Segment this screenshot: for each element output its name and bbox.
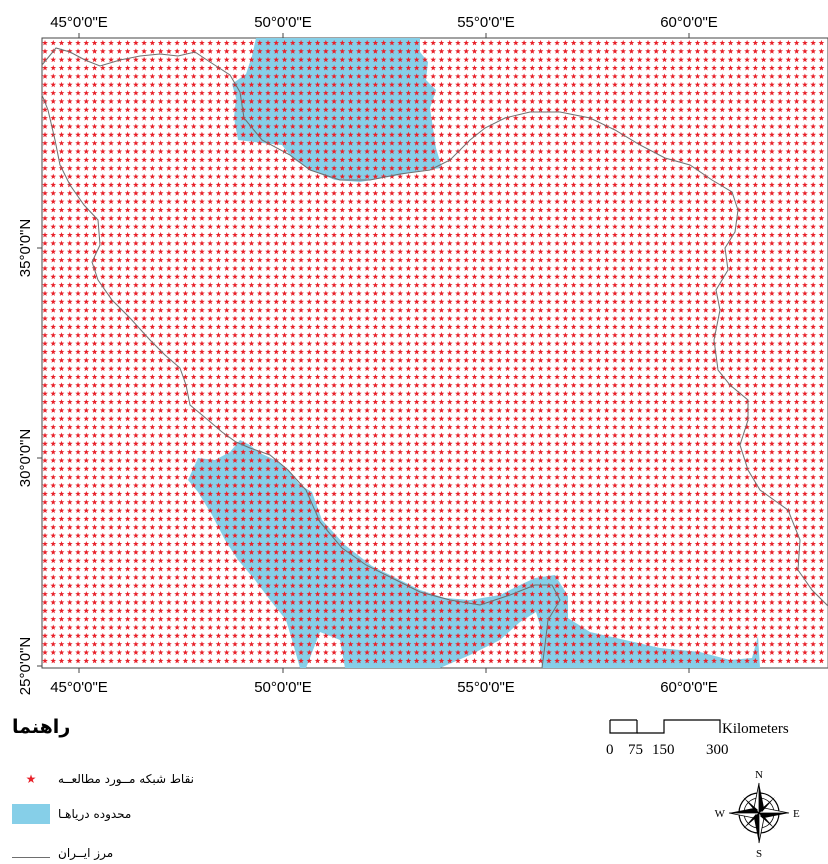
east-label: E	[793, 808, 800, 820]
legend-item-border: مرز ایــران	[12, 842, 113, 864]
scale-label: 75	[628, 742, 643, 758]
lon-label-bottom: 50°0'0"E	[254, 679, 312, 696]
north-label: N	[755, 769, 763, 781]
legend-label: محدوده دریاهـا	[58, 807, 132, 821]
legend-label: نقاط شبکه مــورد مطالعــه	[58, 772, 194, 786]
lat-label: 35°0'0"N	[17, 219, 34, 277]
lon-label-bottom: 55°0'0"E	[457, 679, 515, 696]
lon-label-bottom: 60°0'0"E	[660, 679, 718, 696]
scale-label: 0	[606, 742, 614, 758]
lat-label: 25°0'0"N	[17, 637, 34, 695]
lon-label-bottom: 45°0'0"E	[50, 679, 108, 696]
top-axis	[78, 33, 690, 38]
scale-label: 300	[706, 742, 729, 758]
lon-label-top: 55°0'0"E	[457, 14, 515, 31]
legend-title: راهنما	[12, 716, 71, 738]
lon-label-top: 60°0'0"E	[660, 14, 718, 31]
bottom-axis	[78, 668, 690, 673]
scale-label: 150	[652, 742, 675, 758]
west-label: W	[715, 808, 726, 820]
legend-label: مرز ایــران	[58, 846, 114, 860]
scale-units: Kilometers	[722, 721, 789, 737]
iran-border	[41, 47, 828, 669]
lon-label-top: 45°0'0"E	[50, 14, 108, 31]
north-arrow-icon: N S E W	[715, 769, 800, 859]
persian-gulf	[188, 440, 760, 668]
lat-label: 30°0'0"N	[17, 429, 34, 487]
star-icon: ★	[25, 772, 37, 786]
study-grid-points	[42, 40, 825, 664]
scale-bar	[609, 719, 721, 734]
border-line-icon	[12, 856, 50, 858]
south-label: S	[756, 848, 762, 859]
legend-item-seas: محدوده دریاهـا	[12, 803, 131, 825]
legend-item-grid-points: ★ نقاط شبکه مــورد مطالعــه	[12, 768, 194, 790]
sea-swatch-icon	[12, 804, 50, 824]
grid-point-stars	[42, 40, 825, 664]
lon-label-top: 50°0'0"E	[254, 14, 312, 31]
left-axis	[37, 247, 42, 667]
